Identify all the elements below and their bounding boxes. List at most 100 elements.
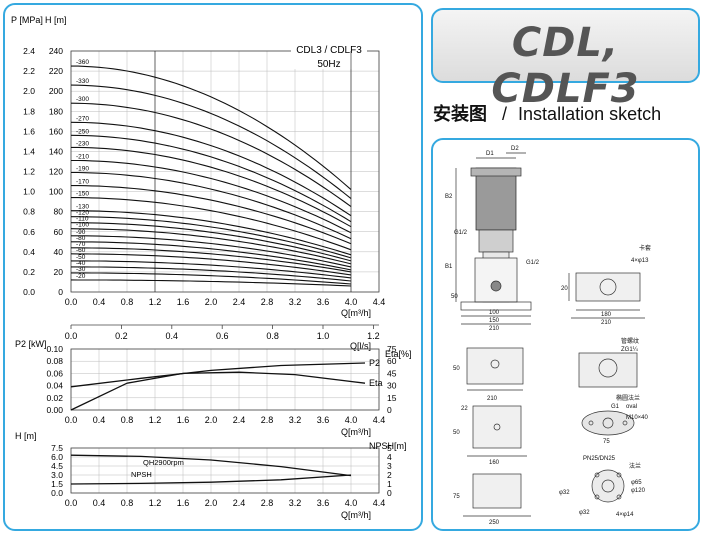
y-axis-label-m: H [m]	[45, 15, 67, 25]
qh-curve-label: -190	[76, 166, 89, 173]
dim-75: 75	[603, 439, 610, 445]
installation-heading-cn: 安装图	[433, 104, 487, 125]
x-tick-label: 1.6	[177, 415, 190, 425]
performance-panel: 0.0 0.4 0.8 1.2 1.6 2.0 2.4 2.8 3.2 3.6 4.0 4.4 0 0.0…	[3, 3, 423, 531]
installation-sketch: D1 D2 B2 B1 50 100 150 210 G1/2 G1/2 4×φ…	[445, 146, 651, 526]
y-tick-label-mpa: 2.4	[23, 46, 35, 56]
qh-curve	[71, 171, 352, 240]
y-tick-label-mpa: 0.4	[23, 247, 35, 257]
y-tick-label-m: 60	[54, 227, 64, 237]
y-tick-label-mpa: 0.6	[23, 227, 35, 237]
y-tick-label-kw: 0.04	[46, 381, 63, 391]
x-tick-label: 0.0	[65, 297, 78, 307]
p2-curve-label: P2	[369, 358, 380, 368]
qh-curve-label: -100	[76, 222, 89, 229]
dim-20: 20	[561, 286, 568, 292]
dim-150: 150	[489, 318, 500, 324]
y-axis-label-mpa: P [MPa]	[11, 15, 43, 25]
x-tick-label: 2.8	[261, 498, 274, 508]
x-tick-label: 2.0	[205, 297, 218, 307]
y-tick-label-kw: 0.02	[46, 393, 63, 403]
label-flange: 法兰	[629, 462, 641, 470]
y-tick-label-npsh: 3	[387, 461, 392, 471]
label-oval: oval	[626, 404, 637, 410]
x-tick-label: 0.8	[121, 415, 134, 425]
label-pn25-dn25: PN25/DN25	[583, 456, 616, 462]
qh-curve	[70, 253, 352, 276]
ls-tick-label: 0.6	[216, 331, 229, 341]
y-tick-label-m: 120	[49, 167, 63, 177]
x-tick-label: 4.0	[345, 498, 358, 508]
y-tick-label-m: 20	[54, 267, 64, 277]
x-tick-label: 2.8	[261, 297, 274, 307]
pump-elevation-labels: D1 D2 B2 B1 50 100 150 210 G1/2 G1/2	[445, 146, 540, 332]
round-flange-variant-drawing	[463, 469, 625, 517]
eta-curve	[70, 371, 366, 411]
model-title-box: CDL, CDLF3	[431, 8, 700, 112]
label-clamp: 卡套	[639, 244, 651, 252]
x-tick-label: 2.0	[205, 415, 218, 425]
y-tick-label-m: 220	[49, 66, 63, 76]
x-tick-label: 0.4	[93, 498, 106, 508]
y-tick-label-eta: 15	[387, 393, 397, 403]
x-tick-label: 2.4	[233, 498, 246, 508]
label-zg114: ZG1¼	[621, 347, 639, 353]
y-tick-label-mpa: 2.0	[23, 86, 35, 96]
x-tick-label: 2.8	[261, 415, 274, 425]
qh-curve	[71, 235, 352, 268]
qh-curve	[71, 247, 352, 273]
qh-curve-label: -170	[76, 179, 89, 186]
plot-frame	[70, 50, 380, 293]
x-tick-label: 0.0	[65, 498, 78, 508]
x-tick-label: 1.2	[149, 297, 162, 307]
ls-tick-label: 0.0	[65, 331, 78, 341]
qh-curve	[71, 260, 352, 279]
dim-160: 160	[489, 460, 500, 466]
eta-curve-label: Eta	[369, 378, 383, 388]
qh-curve-label: -330	[76, 78, 89, 85]
qh-curve	[70, 228, 352, 265]
dim-phi32b: φ32	[559, 490, 570, 496]
dim-d1: D1	[486, 151, 494, 157]
y-tick-label-m: 0	[58, 287, 63, 297]
qh-curve	[71, 272, 352, 285]
y-tick-label-kw: 0.10	[46, 344, 63, 354]
dim-22: 22	[461, 406, 468, 412]
x-tick-label: 4.4	[373, 297, 386, 307]
qh-curve-label: -60	[76, 247, 86, 254]
npsh-curve	[70, 474, 352, 485]
dim-50b: 50	[453, 366, 460, 372]
ls-tick-label: 0.8	[266, 331, 279, 341]
qh-curve	[70, 134, 352, 223]
y-tick-label-h: 6.0	[51, 452, 63, 462]
x-tick-label: 1.2	[149, 415, 162, 425]
x-tick-label: 3.2	[289, 297, 302, 307]
y-tick-label-eta: 60	[387, 356, 397, 366]
threaded-variant-labels: 管螺纹 ZG1¼ 210 50	[453, 337, 639, 402]
y-tick-label-mpa: 1.4	[23, 146, 35, 156]
x-tick-label: 4.4	[373, 415, 386, 425]
x-tick-label: 4.0	[345, 297, 358, 307]
y-axis-label-npsh: NPSH[m]	[369, 441, 407, 451]
qh-curve	[71, 65, 352, 191]
qh-curve	[70, 102, 352, 208]
qh-curve-label: -250	[76, 128, 89, 135]
base-plan-labels: 4×φ13 卡套 180 210 20	[561, 244, 651, 326]
y-tick-label-mpa: 1.0	[23, 187, 35, 197]
annotation-npsh: NPSH	[131, 470, 152, 479]
qh-curve-label: -110	[76, 216, 89, 223]
dim-180: 180	[601, 312, 612, 318]
dim-50c: 50	[453, 430, 460, 436]
y-tick-label-mpa: 0.0	[23, 287, 35, 297]
dim-b1: B1	[445, 264, 453, 270]
y-tick-label-mpa: 0.8	[23, 207, 35, 217]
x-tick-label: 1.6	[177, 297, 190, 307]
y-tick-label-mpa: 1.6	[23, 126, 35, 136]
qh-curve	[71, 216, 352, 259]
qh-curve-label: -40	[76, 260, 86, 267]
y-tick-label-npsh: 5	[387, 443, 392, 453]
label-g-half-2: G1/2	[526, 260, 540, 266]
y-tick-label-m: 140	[49, 146, 63, 156]
dim-210c: 210	[487, 396, 498, 402]
y-tick-label-h: 3.0	[51, 470, 63, 480]
